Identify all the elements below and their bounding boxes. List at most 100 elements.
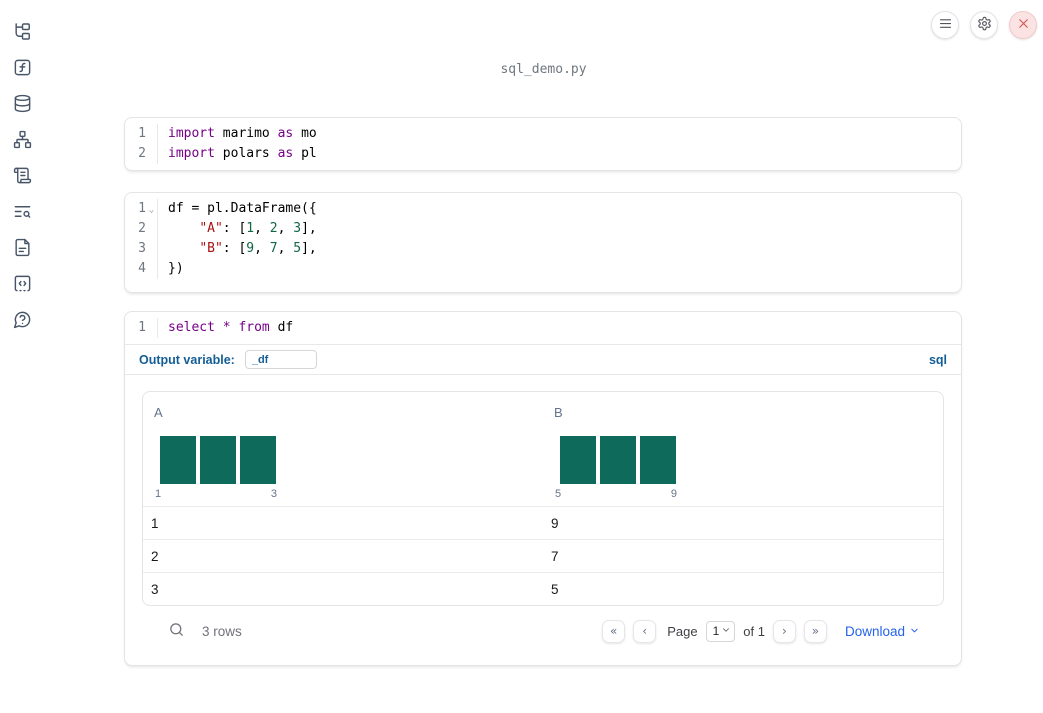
notebook-actions	[931, 11, 1037, 39]
logs-button[interactable]	[0, 195, 44, 231]
code-line[interactable]: 1 select * from df	[125, 318, 961, 338]
chevrons-left-icon: «	[610, 624, 618, 638]
line-number-gutter: 1	[125, 124, 158, 144]
settings-gear-icon	[977, 16, 992, 34]
code-line[interactable]: 2 "A": [1, 2, 3],	[125, 219, 961, 239]
scroll-text-icon	[13, 166, 32, 188]
table-cell: 5	[551, 581, 559, 597]
code-line[interactable]: 3 "B": [9, 7, 5],	[125, 239, 961, 259]
scratchpad-button[interactable]	[0, 159, 44, 195]
notebook-filename[interactable]: sql_demo.py	[500, 62, 587, 77]
last-page-button[interactable]: »	[803, 619, 827, 643]
code-text: df = pl.DataFrame({	[168, 201, 317, 216]
help-button[interactable]	[0, 303, 44, 339]
table-footer: 3 rows « ‹ Page 1 of 1 › » Download	[142, 606, 944, 656]
column-header-label: A	[154, 405, 163, 420]
table-cell: 9	[551, 515, 559, 531]
table-header: A 1 3 B 5 9	[143, 392, 943, 506]
data-sources-button[interactable]	[0, 87, 44, 123]
dependencies-button[interactable]	[0, 123, 44, 159]
function-square-icon	[13, 58, 32, 80]
fold-spacer	[146, 259, 157, 279]
column-histogram	[160, 436, 276, 484]
histogram-bar	[600, 436, 636, 484]
shutdown-button[interactable]	[1009, 11, 1037, 39]
code-cell-imports[interactable]: 1 import marimo as mo 2 import polars as pl	[124, 117, 962, 171]
language-badge: sql	[928, 352, 947, 367]
histogram-bar	[240, 436, 276, 484]
histogram-max-label: 9	[670, 488, 677, 500]
line-number-gutter: 2	[125, 219, 158, 239]
column-header-label: B	[554, 405, 563, 420]
variables-button[interactable]	[0, 51, 44, 87]
helper-panel-sidebar	[0, 15, 44, 339]
code-line[interactable]: 2 import polars as pl	[125, 144, 961, 164]
output-variable-label: Output variable:	[139, 352, 235, 367]
snippets-button[interactable]	[0, 267, 44, 303]
histogram-min-label: 1	[155, 488, 162, 500]
sql-cell[interactable]: 1 select * from df Output variable: sql A…	[124, 311, 962, 666]
table-cell: 1	[151, 515, 159, 531]
chevron-left-icon: ‹	[642, 624, 648, 638]
sql-cell-toolbar: Output variable: sql	[125, 344, 961, 375]
column-summary-b[interactable]: B 5 9	[543, 405, 943, 500]
page-number-value: 1	[712, 624, 720, 638]
chevrons-right-icon: »	[811, 624, 820, 638]
pagination: « ‹ Page 1 of 1 › » Download	[602, 619, 920, 643]
code-line[interactable]: 4})	[125, 259, 961, 279]
histogram-bar	[560, 436, 596, 484]
chevron-down-icon	[721, 624, 731, 638]
dependency-graph-icon	[13, 130, 32, 152]
histogram-max-label: 3	[270, 488, 277, 500]
settings-button[interactable]	[970, 11, 998, 39]
code-text: "B": [9, 7, 5],	[199, 241, 317, 256]
code-text: "A": [1, 2, 3],	[199, 221, 317, 236]
table-cell: 7	[551, 548, 559, 564]
table-cell: 2	[151, 548, 159, 564]
text-search-icon	[13, 202, 32, 224]
documentation-button[interactable]	[0, 231, 44, 267]
database-icon	[13, 94, 32, 116]
file-text-icon	[13, 238, 32, 260]
page-label: Page	[667, 623, 698, 639]
table-cell: 3	[151, 581, 159, 597]
code-editor[interactable]: 1 ⌄ df = pl.DataFrame({2 "A": [1, 2, 3], 3 …	[125, 193, 961, 285]
output-variable-input[interactable]	[244, 350, 317, 369]
shutdown-x-icon	[1016, 16, 1031, 34]
fold-spacer	[146, 124, 157, 144]
chevron-right-icon: ›	[782, 624, 787, 638]
histogram-bar	[200, 436, 236, 484]
chevron-down-icon	[909, 624, 920, 639]
file-explorer-button[interactable]	[0, 15, 44, 51]
code-cell-dataframe[interactable]: 1 ⌄ df = pl.DataFrame({2 "A": [1, 2, 3], 3 …	[124, 192, 962, 293]
code-editor[interactable]: 1 import marimo as mo 2 import polars as pl	[125, 118, 961, 170]
code-text: import marimo as mo	[168, 126, 317, 141]
menu-button[interactable]	[931, 11, 959, 39]
file-tree-icon	[13, 22, 32, 44]
first-page-button[interactable]: «	[602, 619, 626, 643]
fold-spacer	[146, 318, 157, 338]
line-number-gutter: 1	[125, 318, 158, 338]
page-total-label: of 1	[743, 623, 765, 639]
page-number-select[interactable]: 1	[705, 620, 736, 642]
search-icon	[168, 621, 185, 641]
code-line[interactable]: 1 ⌄ df = pl.DataFrame({	[125, 199, 961, 219]
histogram-min-label: 5	[555, 488, 562, 500]
previous-page-button[interactable]: ‹	[633, 619, 657, 643]
fold-spacer	[146, 219, 157, 239]
next-page-button[interactable]: ›	[772, 619, 796, 643]
sql-editor[interactable]: 1 select * from df	[125, 312, 961, 344]
column-summary-a[interactable]: A 1 3	[143, 405, 543, 500]
help-bubble-icon	[13, 310, 32, 332]
search-button[interactable]	[168, 621, 185, 641]
code-text: })	[168, 261, 184, 276]
code-line[interactable]: 1 import marimo as mo	[125, 124, 961, 144]
download-button[interactable]: Download	[845, 624, 920, 639]
fold-chevron-icon[interactable]: ⌄	[148, 205, 155, 215]
fold-spacer	[146, 144, 157, 164]
code-square-icon	[13, 274, 32, 296]
line-number-gutter: 1 ⌄	[125, 199, 158, 219]
